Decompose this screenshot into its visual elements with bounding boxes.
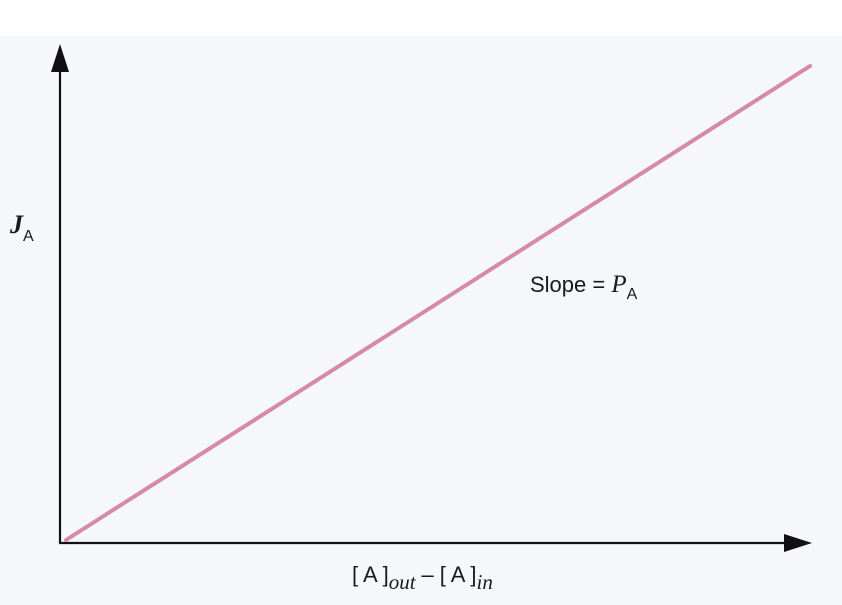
y-axis-arrow xyxy=(51,44,69,72)
series-line xyxy=(64,64,812,542)
plot-background xyxy=(0,36,842,605)
x-axis-label-minus: – xyxy=(422,562,435,587)
x-axis-label-part1: [ A ] xyxy=(352,562,389,587)
x-axis-label-sub1: out xyxy=(389,570,417,594)
y-axis-label-sub: A xyxy=(23,228,34,245)
x-axis-label-part2: [ A ] xyxy=(440,562,477,587)
slope-annotation-main: P xyxy=(610,271,626,298)
x-axis-arrow xyxy=(784,534,812,552)
y-axis-label: JA xyxy=(9,210,34,245)
slope-annotation: Slope = PA xyxy=(530,271,638,303)
slope-annotation-prefix: Slope = xyxy=(530,272,611,297)
slope-annotation-sub: A xyxy=(627,286,638,303)
y-axis-label-main: J xyxy=(9,210,24,239)
x-axis-label: [ A ]out –[ A ]in xyxy=(352,562,493,594)
x-axis-label-sub2: in xyxy=(477,570,493,594)
